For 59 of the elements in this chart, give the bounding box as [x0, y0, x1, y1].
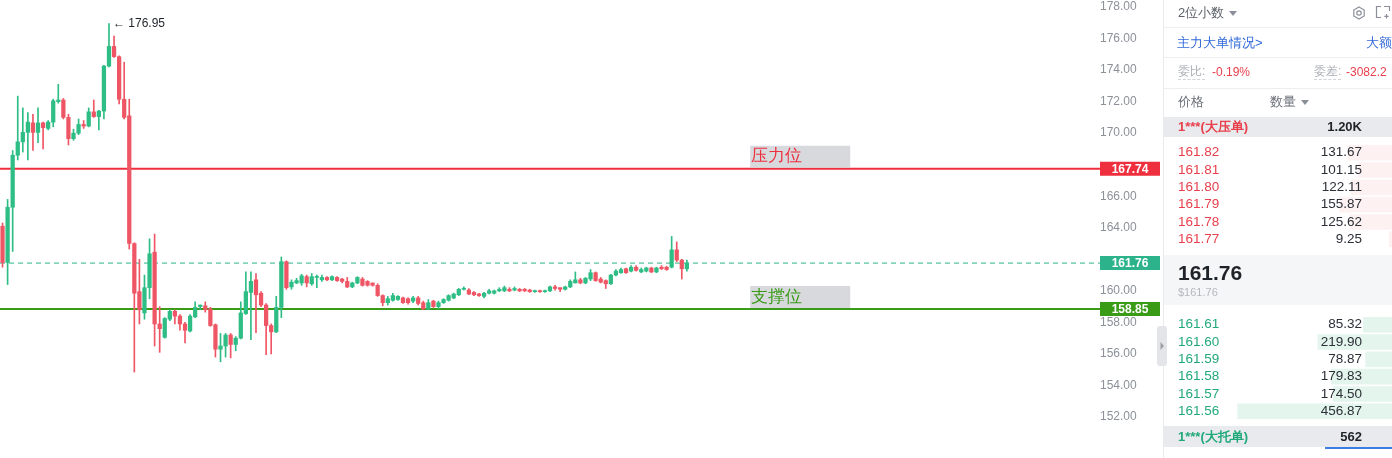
y-tick-label: 164.00	[1100, 220, 1138, 235]
text: 大额	[1366, 34, 1392, 52]
y-tick-label: 161.59	[1178, 350, 1220, 366]
y-tick-label: 161.60	[1178, 333, 1220, 349]
data-label: 131.67	[1320, 143, 1362, 159]
text: 562	[1340, 428, 1362, 445]
text: 委差:	[1314, 64, 1342, 80]
data-label: 122.11	[1321, 178, 1362, 194]
y-tick-label: 161.81	[1178, 161, 1220, 177]
text: 158.85	[1111, 301, 1149, 316]
y-tick-label: 161.77	[1178, 230, 1220, 246]
data-label: 155.87	[1320, 195, 1362, 211]
y-tick-label: 174.00	[1100, 62, 1138, 77]
data-label: 101.15	[1320, 161, 1362, 177]
text: -3082.2	[1346, 64, 1387, 80]
y-tick-label: 161.58	[1178, 367, 1220, 383]
text: 1***(大托单)	[1178, 428, 1249, 445]
text: 2位小数	[1178, 4, 1225, 22]
y-tick-label: 166.00	[1100, 188, 1138, 203]
y-tick-label: 170.00	[1100, 125, 1138, 140]
text: -0.19%	[1212, 64, 1251, 80]
data-label: 456.87	[1320, 402, 1362, 418]
y-tick-label: 161.56	[1178, 402, 1220, 418]
text: 161.76	[1178, 259, 1243, 286]
text: 167.74	[1111, 161, 1149, 176]
y-tick-label: 161.61	[1178, 315, 1220, 331]
data-label: 9.25	[1335, 230, 1362, 246]
text: 数量	[1270, 93, 1296, 111]
y-tick-label: 154.00	[1100, 377, 1138, 392]
y-tick-label: 178.00	[1100, 0, 1138, 14]
text: 161.76	[1111, 255, 1149, 270]
y-tick-label: 161.79	[1178, 195, 1220, 211]
text: 主力大单情况>	[1177, 34, 1263, 52]
y-tick-label: 152.00	[1100, 409, 1138, 424]
data-label: 125.62	[1320, 213, 1362, 229]
y-tick-label: 161.57	[1178, 385, 1220, 401]
text: $161.76	[1178, 286, 1218, 300]
candlestick	[248, 271, 254, 341]
candlestick	[25, 112, 31, 161]
y-tick-label: 176.00	[1100, 30, 1138, 45]
y-tick-label: 161.78	[1178, 213, 1220, 229]
text: 价格	[1178, 93, 1204, 111]
ref-line-label: 压力位	[751, 146, 803, 166]
y-tick-label: 161.82	[1178, 143, 1220, 159]
y-tick-label: 172.00	[1100, 93, 1138, 108]
y-tick-label: 161.80	[1178, 178, 1220, 194]
annotation: ← 176.95	[112, 15, 166, 30]
data-label: 85.32	[1328, 315, 1362, 331]
y-tick-label: 156.00	[1100, 346, 1138, 361]
data-label: 179.83	[1320, 367, 1362, 383]
text: 委比:	[1178, 64, 1206, 80]
y-tick-label: 158.00	[1100, 314, 1138, 329]
data-label: 174.50	[1320, 385, 1362, 401]
data-label: 78.87	[1328, 350, 1362, 366]
ref-line-label: 支撑位	[751, 286, 803, 306]
text: 1***(大压单)	[1178, 118, 1249, 136]
text: 1.20K	[1327, 118, 1362, 136]
y-tick-label: 160.00	[1100, 283, 1138, 298]
data-label: 219.90	[1320, 333, 1362, 349]
